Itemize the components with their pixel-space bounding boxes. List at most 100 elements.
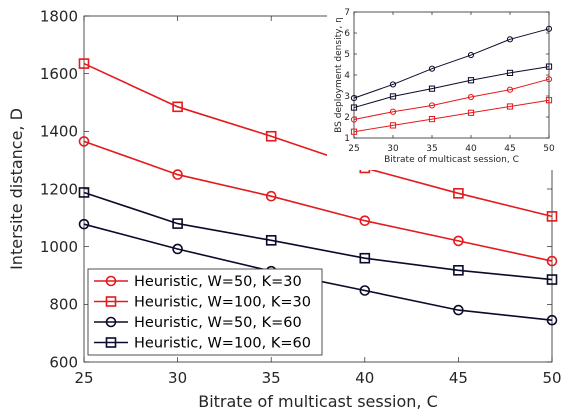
legend-label: Heuristic, W=50, K=30 (134, 274, 302, 290)
series-4 (350, 97, 553, 135)
data-point (350, 116, 358, 123)
x-tick-label: 40 (465, 144, 477, 154)
x-tick-label: 25 (348, 144, 359, 154)
data-point (546, 255, 558, 267)
x-tick-label: 25 (74, 369, 93, 387)
y-tick-label: 1600 (40, 65, 78, 83)
y-tick-label: 2 (344, 113, 350, 123)
series-3 (350, 76, 553, 123)
legend-marker (105, 337, 117, 348)
data-point (359, 252, 371, 264)
data-point (265, 235, 277, 246)
legend-marker (105, 275, 117, 287)
legend: Heuristic, W=50, K=30 Heuristic, W=100, K… (87, 268, 323, 356)
x-tick-label: 40 (355, 369, 374, 387)
plot-frame (353, 11, 550, 139)
y-tick-label: 1000 (40, 238, 78, 256)
series-1 (78, 136, 558, 267)
series-1 (350, 25, 553, 102)
legend-marker (105, 316, 117, 328)
legend-box (87, 268, 323, 356)
y-tick-label: 6 (344, 29, 350, 39)
data-point (467, 93, 475, 101)
y-tick-label: 5 (344, 50, 350, 60)
y-tick-label: 800 (49, 296, 78, 314)
series-2 (350, 63, 553, 111)
series-line (83, 62, 553, 218)
series-4 (78, 187, 558, 285)
data-point (172, 101, 183, 113)
x-tick-label: 30 (387, 144, 399, 154)
data-point (545, 63, 553, 70)
data-point (265, 130, 277, 142)
y-tick-label: 7 (344, 8, 350, 18)
y-tick-label: 600 (49, 353, 78, 371)
data-point (467, 51, 475, 59)
data-point (359, 285, 371, 296)
data-point (428, 116, 436, 123)
legend-item: Heuristic, W=100, K=30 (94, 295, 311, 311)
data-point (453, 265, 464, 276)
data-point (545, 97, 553, 104)
legend-marker (105, 296, 117, 307)
y-tick-label: 1800 (40, 7, 78, 25)
data-point (350, 104, 358, 111)
data-point (453, 235, 464, 247)
legend-label: Heuristic, W=50, K=60 (134, 315, 302, 331)
y-tick-label: 1400 (40, 123, 78, 141)
data-point (467, 77, 475, 84)
data-point (546, 314, 558, 326)
x-tick-label: 35 (426, 144, 437, 154)
data-point (453, 188, 464, 199)
data-point (506, 103, 514, 110)
legend-item: Heuristic, W=50, K=30 (94, 274, 302, 290)
data-point (78, 218, 90, 230)
series-line (83, 191, 553, 281)
data-point (506, 69, 514, 77)
data-point (428, 102, 436, 109)
data-point (389, 81, 397, 88)
series-line (353, 66, 550, 109)
x-axis-title: Bitrate of multicast session, C (384, 155, 519, 165)
y-tick-label: 3 (344, 92, 350, 102)
data-point (545, 25, 553, 32)
series-line (353, 78, 550, 121)
data-point (265, 190, 277, 202)
data-point (78, 136, 90, 147)
x-tick-label: 30 (168, 369, 187, 387)
data-point (389, 93, 397, 100)
series-line (83, 140, 553, 262)
data-point (350, 128, 358, 135)
legend-item: Heuristic, W=100, K=60 (94, 336, 311, 352)
legend-item: Heuristic, W=50, K=60 (94, 315, 302, 331)
x-tick-label: 45 (504, 144, 515, 154)
x-tick-label: 50 (543, 144, 555, 154)
data-point (506, 86, 514, 93)
data-point (467, 109, 475, 116)
x-tick-label: 45 (449, 369, 468, 387)
series-line (353, 99, 550, 133)
data-point (78, 58, 90, 69)
data-point (506, 36, 514, 43)
x-tick-label: 50 (542, 369, 561, 387)
legend-label: Heuristic, W=100, K=60 (134, 336, 311, 352)
data-point (78, 187, 90, 198)
data-point (359, 215, 371, 227)
data-point (172, 243, 183, 255)
y-axis-title: Intersite distance, D (7, 108, 26, 270)
data-point (389, 122, 397, 129)
series-line (353, 28, 550, 99)
legend-label: Heuristic, W=100, K=30 (134, 295, 311, 311)
data-point (545, 76, 553, 83)
data-point (546, 274, 558, 285)
y-tick-label: 1200 (40, 180, 78, 198)
data-point (172, 169, 183, 180)
data-point (546, 211, 558, 222)
y-axis-title: BS deployment density, η (334, 17, 344, 133)
x-axis-title: Bitrate of multicast session, C (198, 392, 438, 411)
data-point (350, 95, 358, 102)
data-point (428, 85, 436, 92)
